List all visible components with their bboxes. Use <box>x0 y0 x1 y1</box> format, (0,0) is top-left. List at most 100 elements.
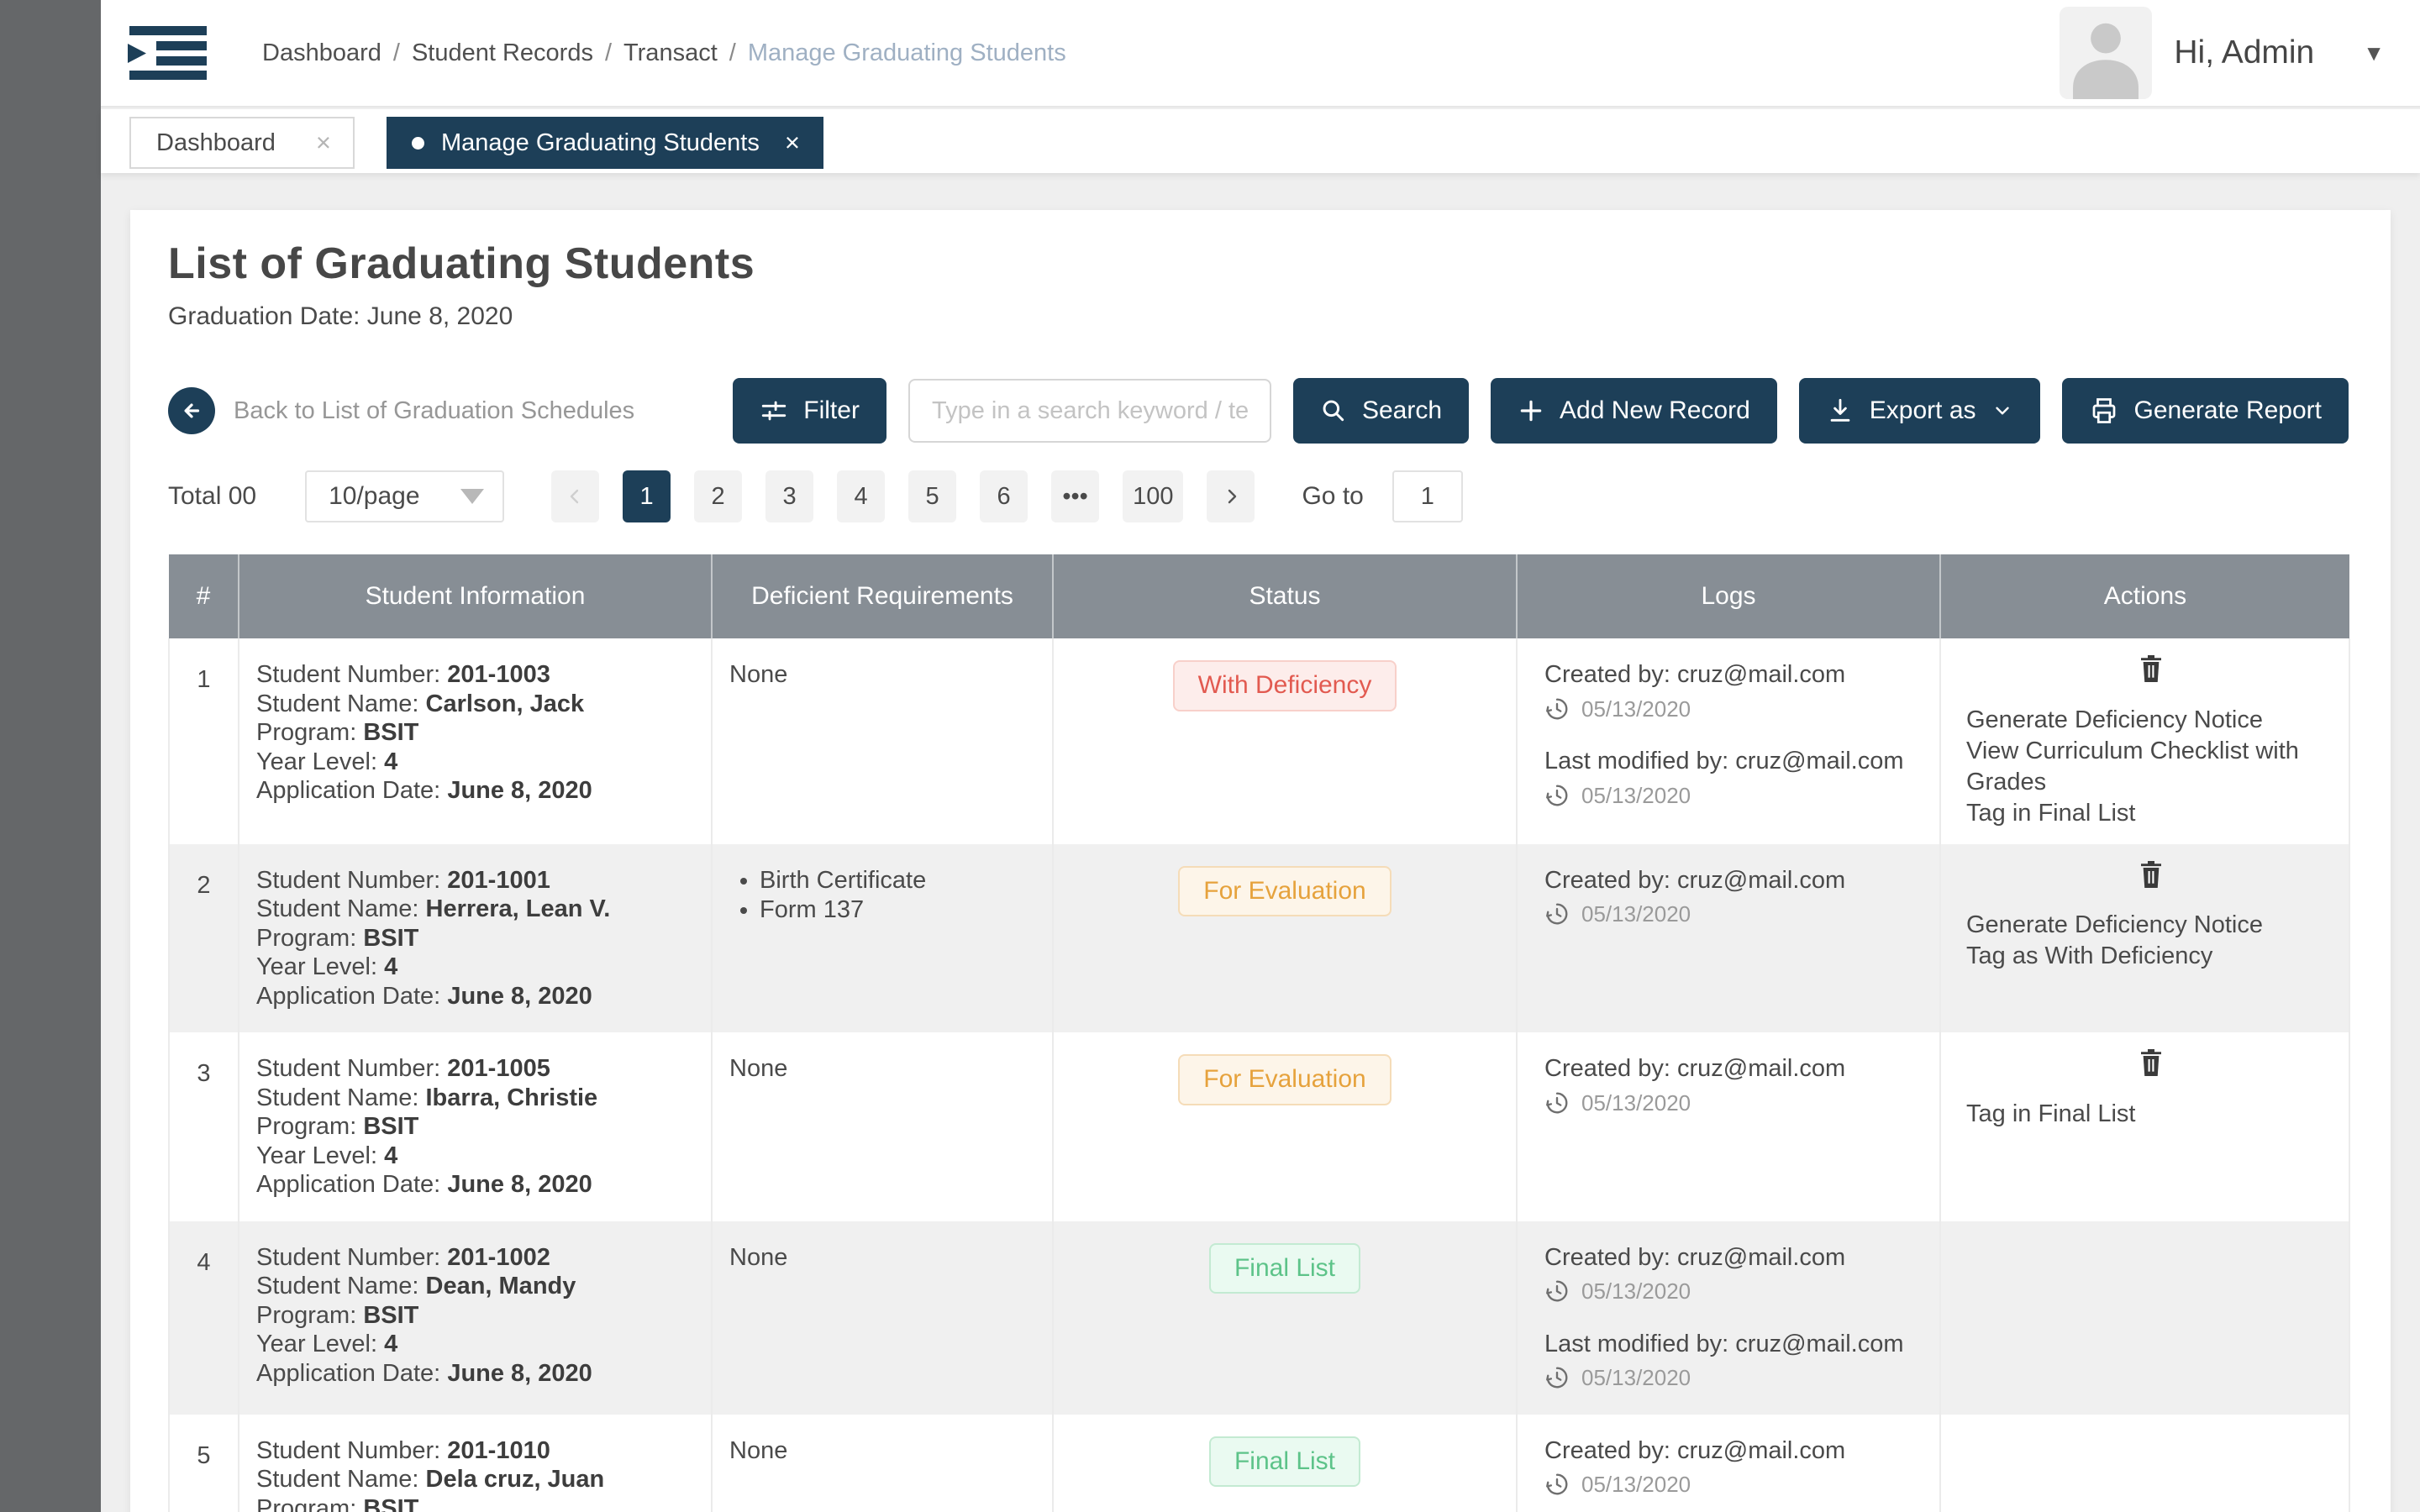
close-icon[interactable]: × <box>784 128 800 157</box>
log-entry: Last modified by: cruz@mail.com 05/13/20… <box>1544 1330 1904 1391</box>
logs-cell: Created by: cruz@mail.com 05/13/2020Last… <box>1517 1414 1941 1512</box>
student-field: Program: BSIT <box>256 1494 419 1512</box>
logs-cell: Created by: cruz@mail.com 05/13/2020 <box>1517 1032 1941 1221</box>
student-info-cell: Student Number: 201-1005 Student Name: Ib… <box>239 1032 713 1221</box>
student-field: Program: BSIT <box>256 1113 419 1140</box>
page-button[interactable]: 6 <box>980 470 1028 522</box>
row-number-cell: 2 <box>168 843 239 1032</box>
header-actions: Actions <box>1940 554 2349 638</box>
page-button[interactable]: 5 <box>908 470 957 522</box>
student-field: Application Date: June 8, 2020 <box>256 777 592 804</box>
search-input[interactable] <box>908 379 1271 443</box>
student-field: Student Name: Dean, Mandy <box>256 1273 576 1299</box>
action-link[interactable]: Tag as With Deficiency <box>1966 942 2213 969</box>
action-link[interactable]: Generate Deficiency Notice <box>1966 706 2263 733</box>
page-button[interactable]: 4 <box>837 470 886 522</box>
trash-icon <box>2140 1049 2161 1076</box>
back-to-schedules-link[interactable]: Back to List of Graduation Schedules <box>168 387 634 434</box>
action-link[interactable]: Tag in Final List <box>1966 799 2136 827</box>
graduation-date-subtitle: Graduation Date: June 8, 2020 <box>168 302 513 330</box>
page-button[interactable]: 3 <box>765 470 814 522</box>
search-button[interactable]: Search <box>1292 378 1470 444</box>
history-clock-icon <box>1546 903 1568 925</box>
logs-cell: Created by: cruz@mail.com 05/13/2020 <box>1517 843 1941 1032</box>
student-field: Student Name: Carlson, Jack <box>256 690 585 717</box>
row-number-cell: 3 <box>168 1032 239 1221</box>
page-button[interactable]: 1 <box>623 470 671 522</box>
header-deficient-requirements: Deficient Requirements <box>712 554 1054 638</box>
printer-icon <box>2092 398 2115 423</box>
log-entry: Last modified by: cruz@mail.com 05/13/20… <box>1544 748 1904 808</box>
active-tab-dot-icon <box>411 136 424 150</box>
user-menu-caret-icon[interactable]: ▼ <box>2363 39 2385 66</box>
history-clock-icon <box>1546 1367 1568 1389</box>
trash-icon <box>2140 655 2161 682</box>
status-cell: For Evaluation <box>1053 843 1518 1032</box>
table-row: 2 Student Number: 201-1001 Student Name: … <box>168 843 2350 1032</box>
generate-report-button[interactable]: Generate Report <box>2061 378 2349 444</box>
table-row: 3 Student Number: 201-1005 Student Name: … <box>168 1032 2350 1221</box>
action-link[interactable]: View Curriculum Checklist with Grades <box>1966 737 2299 795</box>
prev-page-button[interactable] <box>551 470 600 522</box>
student-field: Student Number: 201-1005 <box>256 1055 550 1082</box>
filter-button[interactable]: Filter <box>733 378 886 444</box>
row-number-cell: 5 <box>168 1414 239 1512</box>
export-as-button[interactable]: Export as <box>1798 378 2040 444</box>
history-clock-icon <box>1546 1092 1568 1114</box>
page-button[interactable]: 100 <box>1123 470 1184 522</box>
status-cell: With Deficiency <box>1053 638 1518 844</box>
menu-expand-icon[interactable] <box>128 26 208 80</box>
delete-record-button[interactable] <box>1966 1047 2335 1085</box>
history-clock-icon <box>1546 785 1568 806</box>
log-entry: Created by: cruz@mail.com 05/13/2020 <box>1544 866 1846 927</box>
deficient-requirements-cell: None <box>712 1221 1054 1415</box>
history-clock-icon <box>1546 1473 1568 1495</box>
logs-cell: Created by: cruz@mail.com 05/13/2020 Last… <box>1517 638 1941 844</box>
trash-icon <box>2140 860 2161 888</box>
table-row: 5 Student Number: 201-1010 Student Name: … <box>168 1414 2350 1512</box>
tab-manage-graduating-students[interactable]: Manage Graduating Students × <box>386 117 823 169</box>
page-button[interactable]: 2 <box>694 470 743 522</box>
tab-dashboard[interactable]: Dashboard × <box>129 117 355 169</box>
toolbar: Back to List of Graduation Schedules Fil… <box>168 378 2349 444</box>
breadcrumb-item[interactable]: Student Records <box>411 39 593 66</box>
actions-cell: Generate Deficiency Notice Tag as With De… <box>1940 843 2350 1032</box>
header-logs: Logs <box>1517 554 1941 638</box>
goto-page-input[interactable] <box>1392 470 1463 522</box>
deficient-requirements-cell: None <box>712 1414 1054 1512</box>
table-row: 1 Student Number: 201-1003 Student Name: … <box>168 638 2350 844</box>
action-link[interactable]: Generate Deficiency Notice <box>1966 911 2263 938</box>
breadcrumb-item[interactable]: Dashboard <box>262 39 381 66</box>
student-field: Student Number: 201-1003 <box>256 661 550 688</box>
student-field: Program: BSIT <box>256 1301 419 1329</box>
actions-cell <box>1940 1414 2350 1512</box>
deficiency-list: Birth CertificateForm 137 <box>729 866 1035 925</box>
more-pages-button[interactable]: ••• <box>1051 470 1100 522</box>
delete-record-button[interactable] <box>1966 654 2335 691</box>
pagination-bar: Total 00 10/page 1 2 3 4 5 6 ••• 100 Go … <box>168 470 2349 522</box>
status-badge: For Evaluation <box>1178 1054 1392 1105</box>
log-entry: Created by: cruz@mail.com 05/13/2020 <box>1544 661 1846 722</box>
student-field: Program: BSIT <box>256 719 419 746</box>
next-page-button[interactable] <box>1207 470 1255 522</box>
close-icon[interactable]: × <box>315 128 331 157</box>
student-field: Student Name: Herrera, Lean V. <box>256 895 611 922</box>
student-field: Student Number: 201-1002 <box>256 1243 550 1271</box>
delete-record-button[interactable] <box>1966 859 2335 897</box>
status-badge: With Deficiency <box>1172 660 1397 711</box>
chevron-left-icon <box>570 489 578 504</box>
status-cell: Final List <box>1053 1414 1518 1512</box>
breadcrumb-item[interactable]: Transact <box>623 39 718 66</box>
student-field: Application Date: June 8, 2020 <box>256 1359 592 1387</box>
student-info-cell: Student Number: 201-1010 Student Name: De… <box>239 1414 713 1512</box>
add-new-record-button[interactable]: Add New Record <box>1491 378 1777 444</box>
action-link[interactable]: Tag in Final List <box>1966 1100 2136 1127</box>
total-count: Total 00 <box>168 482 257 510</box>
status-badge: Final List <box>1208 1242 1361 1294</box>
status-cell: Final List <box>1053 1221 1518 1415</box>
page-size-select[interactable]: 10/page <box>305 470 505 522</box>
avatar[interactable] <box>2060 7 2153 99</box>
student-field: Student Number: 201-1001 <box>256 866 550 894</box>
user-greeting: Hi, Admin <box>2174 34 2315 71</box>
breadcrumb: Dashboard / Student Records / Transact /… <box>262 39 1066 66</box>
